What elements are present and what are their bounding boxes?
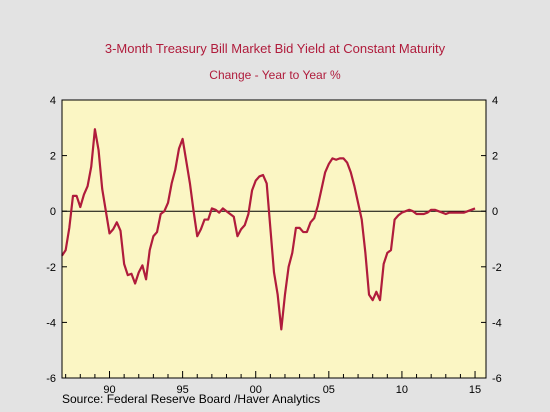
y-tick-label-right: 0 xyxy=(492,206,498,218)
y-tick-label-left: -2 xyxy=(46,262,56,274)
tick-labels: 4 42 20 0-2 -2-4 -4-6 -690 95 00 05 10 15 xyxy=(46,95,502,396)
plot-border xyxy=(61,99,487,379)
x-tick-label: 00 xyxy=(250,384,262,396)
plot-area xyxy=(62,100,486,378)
series-line-0 xyxy=(61,128,476,331)
x-tick-label: 10 xyxy=(396,384,408,396)
series-layer xyxy=(61,128,476,331)
x-tick-label: 95 xyxy=(176,384,188,396)
y-tick-label-right: -6 xyxy=(492,373,502,385)
y-tick-label-left: -4 xyxy=(46,317,56,329)
y-tick-label-left: 2 xyxy=(50,151,56,163)
chart-title: 3-Month Treasury Bill Market Bid Yield a… xyxy=(105,41,446,56)
source-note: Source: Federal Reserve Board /Haver Ana… xyxy=(62,392,320,406)
chart-subtitle: Change - Year to Year % xyxy=(209,68,341,82)
y-tick-label-right: 4 xyxy=(492,95,498,107)
y-tick-label-right: 2 xyxy=(492,151,498,163)
x-tick-label: 05 xyxy=(323,384,335,396)
y-tick-label-right: -4 xyxy=(492,317,502,329)
x-tick-label: 15 xyxy=(469,384,481,396)
x-tick-label: 90 xyxy=(103,384,115,396)
y-tick-label-left: 0 xyxy=(50,206,56,218)
y-tick-label-left: -6 xyxy=(46,373,56,385)
y-tick-label-left: 4 xyxy=(50,95,56,107)
y-tick-label-right: -2 xyxy=(492,262,502,274)
